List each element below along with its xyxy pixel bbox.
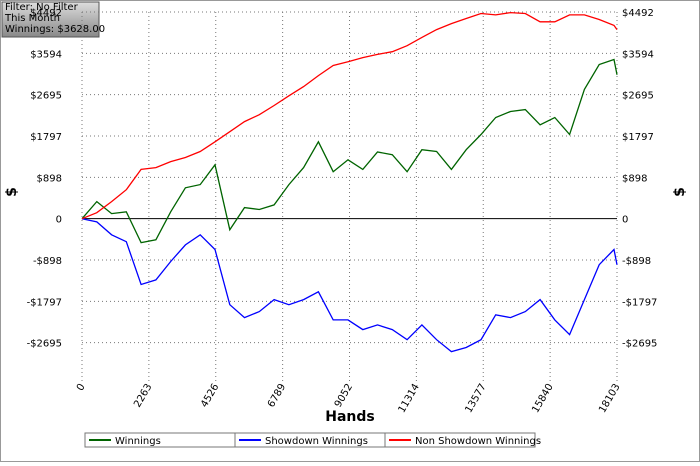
y-tick-label: -$1797 [622,297,657,308]
y-tick-label: $4492 [30,8,62,19]
legend-label: Winnings [115,436,161,447]
y-tick-label: -$898 [33,256,62,267]
legend-label: Non Showdown Winnings [415,436,541,447]
series-line [81,218,618,353]
y-tick-label: $3594 [30,49,62,60]
filter-text: This Month [4,13,60,24]
y-tick-label: $2695 [622,91,654,102]
y-tick-label: $4492 [622,8,654,19]
filter-text: Filter: No Filter [5,2,79,13]
legend-label: Showdown Winnings [265,436,368,447]
y-tick-label: -$898 [622,256,651,267]
y-tick-label: $898 [622,173,647,184]
y-tick-label: $1797 [622,132,654,143]
y-tick-label: 0 [56,215,62,226]
x-axis-label: Hands [325,409,375,425]
y-tick-label: $2695 [30,91,62,102]
y-tick-label: -$2695 [27,339,62,350]
filter-box [1,1,100,38]
y-tick-label: -$2695 [622,339,657,350]
y-tick-label: -$1797 [27,297,62,308]
y-axis-label: $ [4,187,20,197]
y-axis-label: $ [672,187,688,197]
x-tick-label: 0 [75,382,88,393]
y-tick-label: $898 [37,173,62,184]
y-tick-label: 0 [622,215,628,226]
series-line [81,11,618,220]
filter-text: Winnings: $3628.00 [5,24,105,35]
y-tick-label: $1797 [30,132,62,143]
y-tick-label: $3594 [622,49,654,60]
legend-box [384,432,536,448]
series-line [81,58,618,244]
